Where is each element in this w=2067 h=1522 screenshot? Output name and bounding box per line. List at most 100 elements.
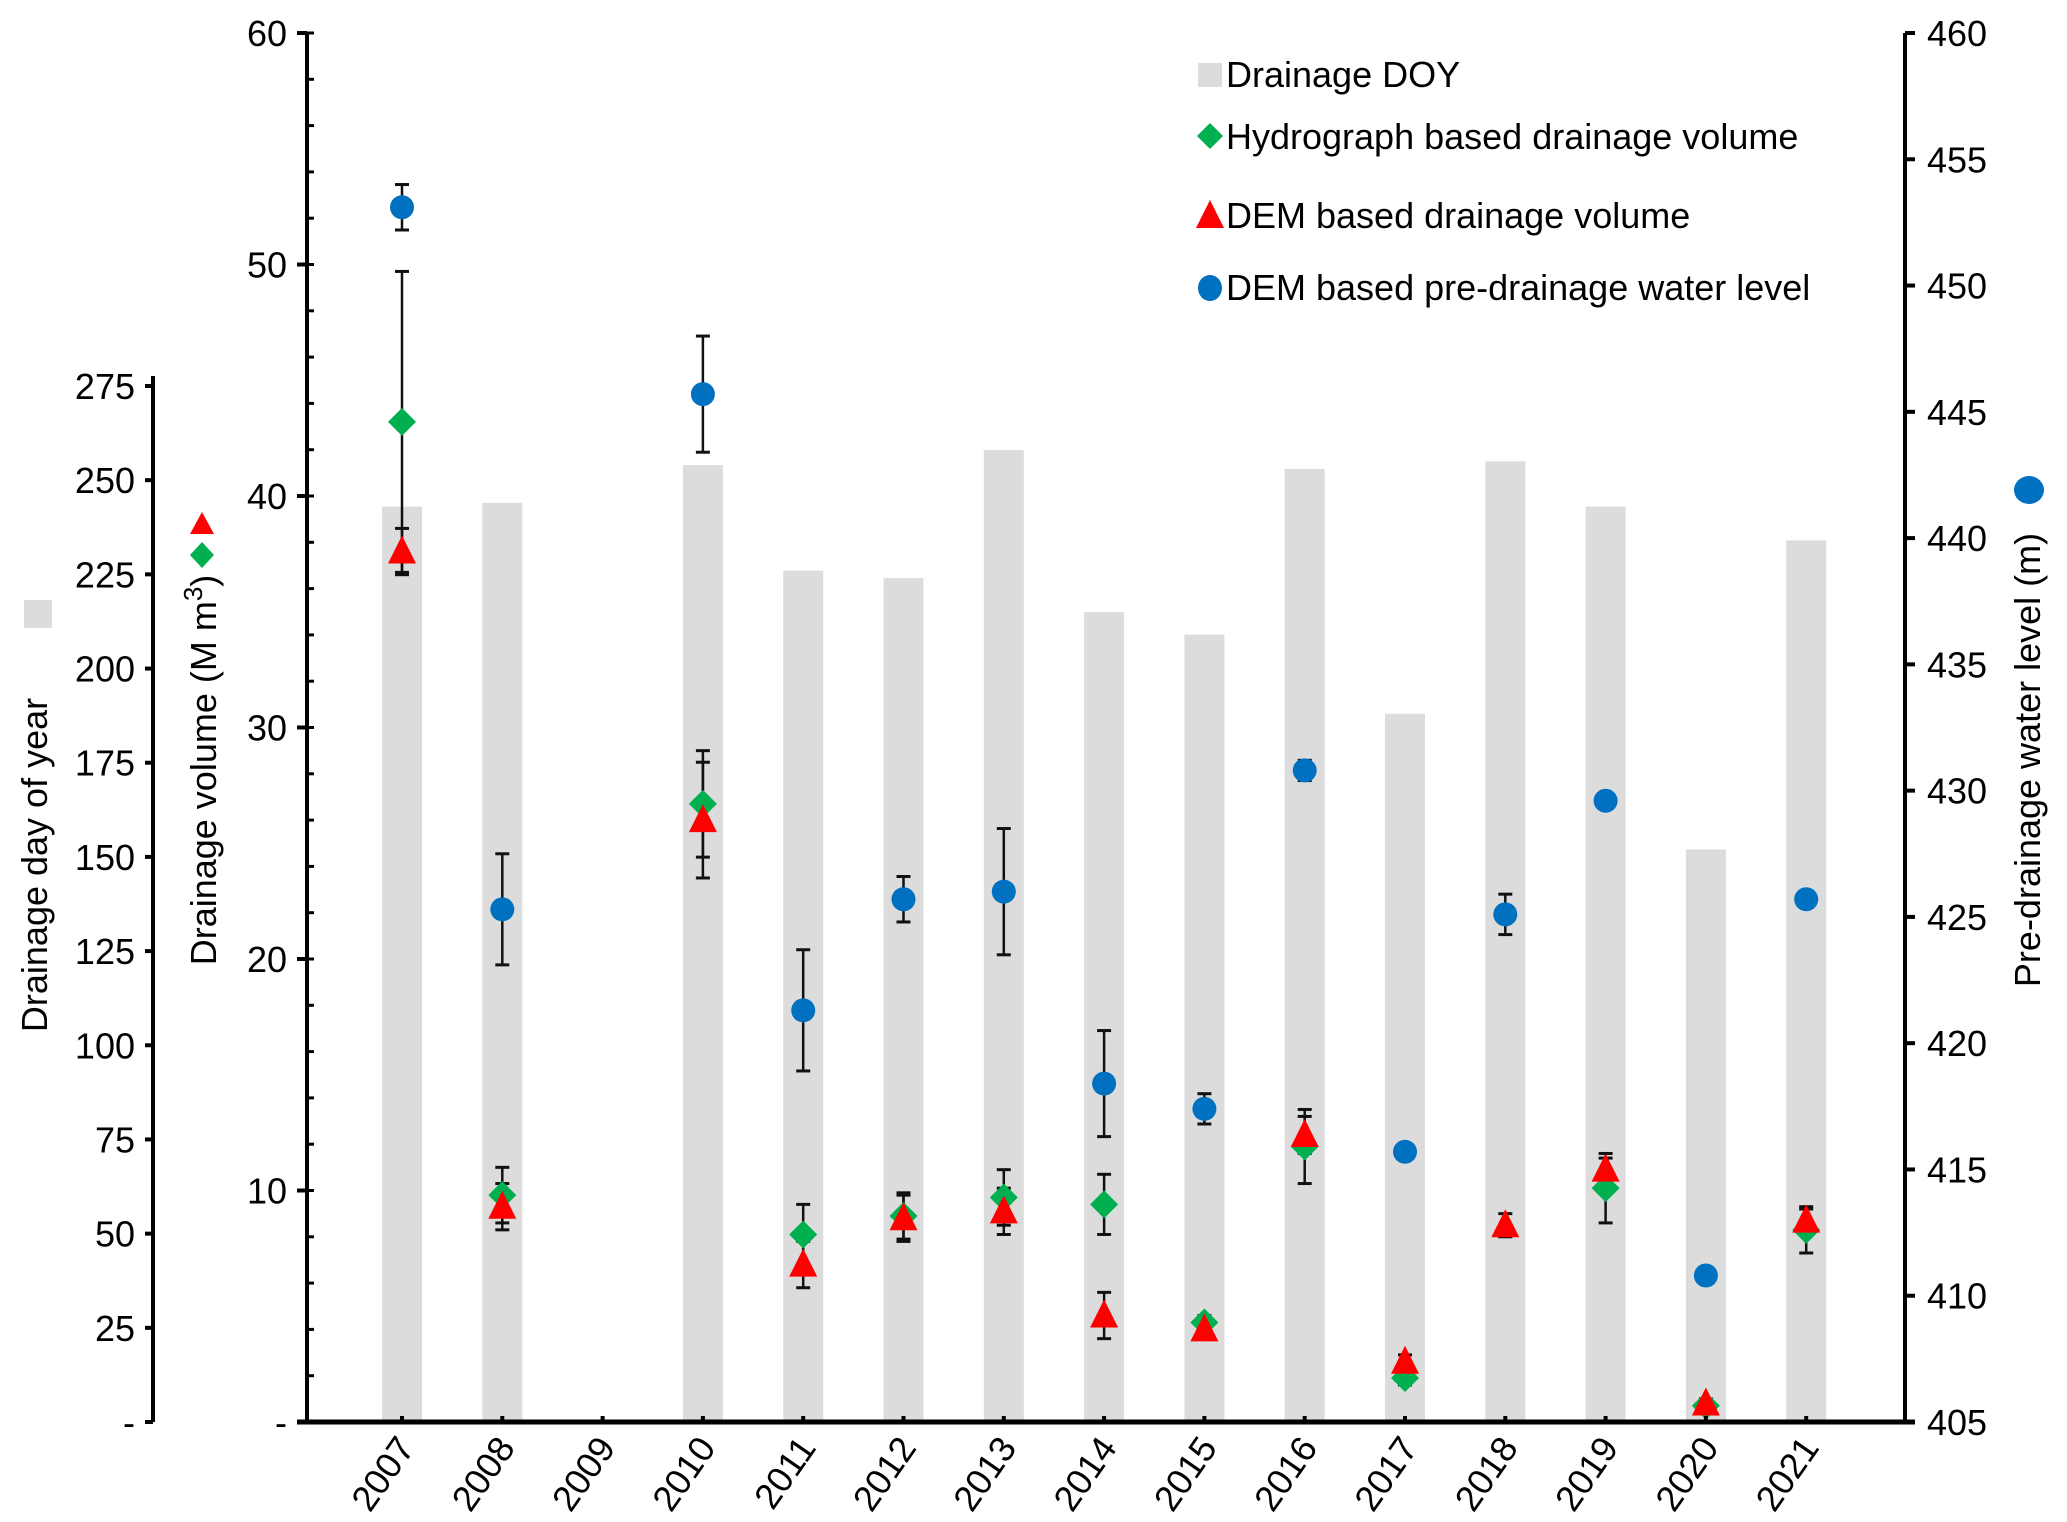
hydrograph-point-2007: [388, 407, 416, 436]
legend-label: Drainage DOY: [1226, 54, 1460, 95]
legend-diamond-icon: [1197, 123, 1223, 149]
hydrograph-point-2014: [1090, 1190, 1119, 1219]
water-level-point-2020: [1693, 1263, 1718, 1288]
water-level-point-2012: [891, 887, 916, 912]
water-level-point-2017: [1393, 1139, 1417, 1164]
level-tick-label: 440: [1927, 518, 1987, 559]
water-level-point-2021: [1794, 887, 1819, 912]
doy-tick-label: 125: [75, 931, 135, 972]
dem-volume-point-2007: [388, 535, 416, 564]
x-tick-label: 2021: [1747, 1429, 1827, 1518]
volume-tick-label: 60: [247, 13, 287, 54]
level-axis-title-circle-icon: [2014, 476, 2044, 504]
doy-tick-label: -: [123, 1402, 135, 1443]
water-level-point-2010: [690, 382, 715, 407]
level-tick-label: 435: [1927, 644, 1987, 685]
volume-tick-label: 10: [247, 1171, 287, 1212]
volume-axis-title-end: ): [183, 575, 224, 587]
legend-bar-swatch-icon: [1198, 63, 1222, 87]
hydrograph-point-2011: [789, 1220, 818, 1249]
volume-axis-title: Drainage volume (M m3): [178, 575, 224, 966]
dem-volume-point-2021: [1792, 1204, 1821, 1233]
doy-bar-2021: [1786, 540, 1827, 1422]
doy-axis-title-swatch-icon: [24, 600, 52, 628]
dem-volume-point-2012: [889, 1202, 918, 1231]
x-tick-label: 2018: [1446, 1429, 1526, 1518]
dem-volume-point-2017: [1391, 1345, 1419, 1374]
volume-axis-title-diamond-icon: [190, 542, 214, 568]
legend-item: Drainage DOY: [1198, 54, 1460, 95]
water-level-point-2011: [791, 998, 816, 1023]
doy-axis-title: Drainage day of year: [14, 698, 55, 1032]
level-tick-label: 425: [1927, 897, 1987, 938]
doy-tick-label: 275: [75, 366, 135, 407]
level-tick-label: 445: [1927, 392, 1987, 433]
legend-label: DEM based drainage volume: [1226, 195, 1690, 236]
volume-axis-title-main: Drainage volume (M m: [183, 601, 224, 965]
legend-label: DEM based pre-drainage water level: [1226, 267, 1810, 308]
x-tick-label: 2008: [443, 1429, 523, 1518]
dem-volume-point-2015: [1190, 1313, 1219, 1342]
dem-volume-point-2016: [1290, 1118, 1319, 1147]
doy-tick-label: 225: [75, 554, 135, 595]
doy-tick-label: 175: [75, 743, 135, 784]
doy-tick-label: 150: [75, 837, 135, 878]
doy-axis: - 25 50 75 100 125 150 175 200 225 250 275: [75, 366, 155, 1443]
x-tick-label: 2020: [1647, 1429, 1727, 1518]
water-level-point-2013: [991, 879, 1016, 904]
doy-bar-2016: [1284, 468, 1325, 1422]
legend-triangle-icon: [1196, 200, 1224, 228]
volume-axis-title-sup: 3: [178, 587, 208, 601]
x-tick-label: 2011: [746, 1429, 824, 1516]
dem-volume-point-2008: [488, 1190, 517, 1219]
dem-volume-point-2014: [1090, 1299, 1119, 1328]
dem-volume-point-2010: [688, 804, 717, 833]
x-tick-label: 2014: [1045, 1429, 1125, 1518]
volume-axis-title-triangle-icon: [190, 512, 214, 534]
level-tick-label: 415: [1927, 1149, 1987, 1190]
x-tick-label: 2013: [945, 1429, 1025, 1518]
legend: Drainage DOY Hydrograph based drainage vo…: [1196, 54, 1810, 308]
legend-item: DEM based pre-drainage water level: [1198, 267, 1810, 308]
level-tick-label: 405: [1927, 1402, 1987, 1443]
volume-tick-label: 50: [247, 245, 287, 286]
dem-volume-point-2019: [1591, 1153, 1620, 1182]
x-tick-label: 2010: [644, 1429, 724, 1518]
water-level-point-2007: [390, 195, 414, 220]
x-tick-label: 2017: [1346, 1429, 1426, 1518]
doy-tick-label: 50: [95, 1214, 135, 1255]
legend-circle-icon: [1198, 275, 1222, 301]
dem-volume-point-2013: [989, 1195, 1018, 1224]
doy-bar-2020: [1685, 849, 1726, 1422]
level-tick-label: 460: [1927, 13, 1987, 54]
volume-axis: - 10 20 30 40 50 60: [247, 13, 314, 1443]
x-tick-label: 2016: [1246, 1429, 1326, 1518]
x-tick-label: 2007: [343, 1429, 423, 1518]
doy-bar-2007: [382, 506, 422, 1422]
legend-item: DEM based drainage volume: [1196, 195, 1690, 236]
level-axis-title: Pre-drainage water level (m): [2007, 533, 2048, 987]
doy-bar-2019: [1585, 506, 1626, 1422]
water-level-point-2015: [1192, 1096, 1217, 1121]
doy-bar-2015: [1184, 634, 1225, 1422]
water-level-point-2008: [490, 897, 515, 922]
water-level-point-2018: [1493, 902, 1518, 927]
level-axis: 405 410 415 420 425 430 435 440 445 450 455 460: [1903, 13, 1987, 1443]
doy-bar-2010: [682, 465, 723, 1422]
volume-tick-label: 30: [247, 708, 287, 749]
dem-volume-point-2020: [1691, 1387, 1720, 1416]
volume-tick-label: 20: [247, 939, 287, 980]
dem-volume-point-2018: [1491, 1209, 1520, 1238]
x-tick-label: 2009: [544, 1429, 624, 1518]
doy-bar-2012: [883, 578, 924, 1422]
doy-bar-2018: [1485, 461, 1526, 1422]
legend-label: Hydrograph based drainage volume: [1226, 116, 1798, 157]
x-tick-label: 2015: [1145, 1429, 1225, 1518]
level-tick-label: 430: [1927, 771, 1987, 812]
doy-tick-label: 200: [75, 649, 135, 690]
volume-tick-label: -: [275, 1402, 287, 1443]
hydrograph-point-2010: [688, 789, 717, 818]
volume-tick-label: 40: [247, 476, 287, 517]
doy-bar-2014: [1084, 612, 1125, 1422]
doy-tick-label: 75: [95, 1119, 135, 1160]
